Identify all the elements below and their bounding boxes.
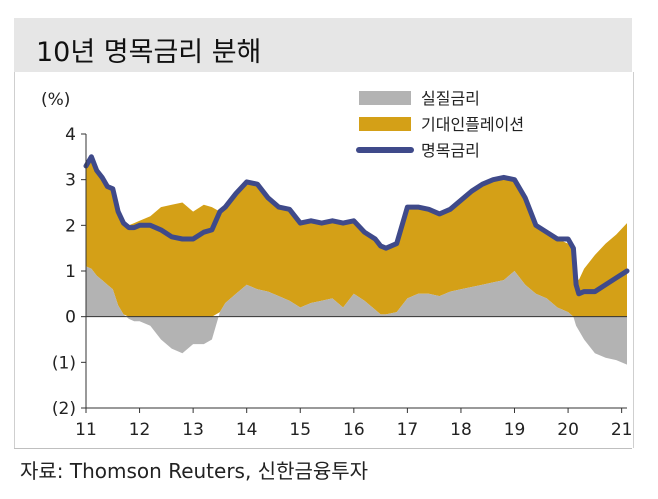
- x-tick-label: 13: [182, 420, 204, 440]
- x-tick-label: 18: [450, 420, 472, 440]
- legend-swatch-real: [359, 91, 411, 105]
- x-tick-label: 15: [289, 420, 311, 440]
- legend-label: 기대인플레이션: [421, 115, 524, 134]
- x-tick-label: 19: [504, 420, 526, 440]
- x-tick-label: 20: [557, 420, 579, 440]
- title-bar: [14, 18, 632, 72]
- x-tick-label: 17: [397, 420, 419, 440]
- x-tick-label: 11: [75, 420, 97, 440]
- nominal-rate-line: [83, 154, 630, 297]
- y-tick-label: (1): [52, 353, 76, 373]
- chart-title: 10년 명목금리 분해: [36, 37, 262, 68]
- inflation-area: [86, 156, 627, 317]
- real-rate-area: [86, 266, 627, 365]
- x-tick-label: 14: [236, 420, 258, 440]
- y-tick-label: 3: [65, 171, 76, 191]
- y-tick-label: 0: [65, 308, 76, 328]
- source-note: 자료: Thomson Reuters, 신한금융투자: [20, 459, 369, 483]
- x-tick-label: 16: [343, 420, 365, 440]
- y-unit-label: (%): [41, 90, 70, 110]
- y-tick-label: 4: [65, 125, 76, 145]
- y-tick-label: 1: [65, 262, 76, 282]
- bottom-rule: [14, 448, 632, 449]
- chart-frame: 4 3 2 1 0 (1) (2) (%) 11 12 13 14 15 16 17 18 19 20 21 실질금리…: [14, 72, 634, 448]
- x-tick-label: 21: [611, 420, 633, 440]
- y-tick-label: (2): [52, 399, 76, 419]
- legend-swatch-inflation: [359, 117, 411, 131]
- legend-label: 실질금리: [421, 89, 480, 108]
- x-tick-label: 12: [129, 420, 151, 440]
- y-tick-label: 2: [65, 216, 76, 236]
- legend-label: 명목금리: [421, 141, 480, 160]
